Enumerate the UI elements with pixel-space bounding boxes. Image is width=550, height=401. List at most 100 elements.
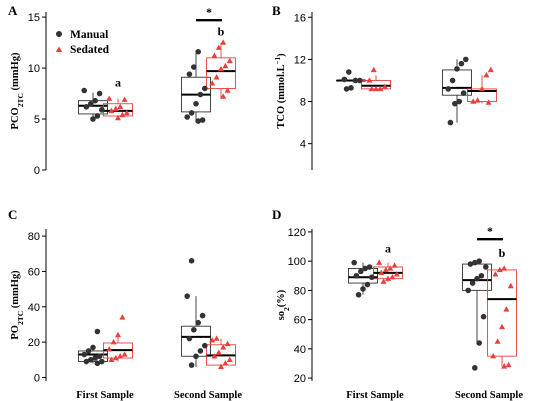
data-point-sedated [470, 98, 477, 104]
data-point-sedated [378, 269, 385, 276]
data-point-sedated [381, 83, 388, 89]
data-point-sedated [224, 340, 231, 347]
data-point-sedated [112, 354, 119, 361]
data-point-sedated [213, 335, 220, 341]
y-axis-label-sub: 2TC [16, 93, 25, 107]
data-point-manual [472, 259, 478, 266]
data-point-manual [88, 356, 94, 363]
data-point-manual [346, 69, 352, 75]
data-point-manual [452, 100, 458, 107]
data-point-manual [81, 87, 87, 94]
data-point-sedated [387, 265, 394, 271]
data-point-manual [476, 340, 483, 346]
data-point-sedated [373, 85, 379, 92]
data-point-manual [99, 107, 105, 113]
y-axis-label: PO2TC (mmHg) [10, 270, 25, 340]
data-point-manual [445, 86, 452, 92]
data-point-sedated [213, 74, 220, 80]
data-point-sedated [376, 259, 383, 265]
panel-letter: A [8, 3, 18, 18]
significance-letter: a [115, 75, 121, 89]
data-point-manual [83, 104, 90, 110]
data-point-manual [184, 293, 190, 299]
data-point-sedated [115, 114, 121, 121]
data-point-manual [358, 268, 364, 275]
y-tick-label: 80 [294, 285, 306, 297]
significance-letter: b [499, 246, 506, 260]
data-point-sedated [112, 105, 119, 112]
data-point-sedated [218, 65, 224, 72]
data-point-sedated [110, 338, 117, 345]
data-point-manual [355, 291, 362, 298]
data-point-sedated [505, 361, 512, 368]
data-point-manual [195, 48, 201, 55]
legend-label-sedated: Sedated [70, 44, 110, 56]
data-point-manual [343, 86, 350, 92]
data-point-sedated [211, 353, 218, 359]
y-tick-label: 8 [300, 97, 306, 109]
legend-marker-sedated [55, 46, 63, 52]
data-point-manual [184, 114, 190, 120]
data-point-sedated [106, 345, 113, 352]
data-point-manual [94, 360, 101, 367]
data-point-sedated [501, 363, 508, 369]
y-axis-label-rest: (mmHg) [10, 52, 21, 93]
panel-C: C 0 20 40 60 80 PO2TC (mmHg) First Sample Second… [8, 207, 242, 401]
data-point-sedated [494, 338, 501, 344]
data-point-manual [188, 110, 195, 116]
data-point-sedated [108, 107, 115, 114]
data-point-manual [456, 98, 463, 105]
data-point-manual [83, 358, 90, 365]
y-axis-label-main: PCO [10, 107, 21, 129]
panel-D: D 20 40 60 80 100 120 so2(%) a b * First Sample Seco… [272, 207, 523, 401]
data-point-sedated [222, 360, 229, 366]
y-tick-label: 15 [28, 12, 40, 24]
data-point-manual [460, 90, 467, 96]
data-point-manual [476, 258, 483, 264]
y-tick-label: 0 [34, 372, 40, 384]
data-point-manual [99, 358, 105, 365]
legend-marker-manual [56, 31, 62, 37]
data-point-manual [94, 328, 101, 335]
data-point-manual [195, 118, 201, 124]
y-axis-label-sub: 2 [282, 307, 291, 311]
data-point-sedated [211, 52, 218, 59]
data-point-manual [199, 117, 206, 123]
data-point-manual [447, 119, 454, 126]
y-axis-label-main: TCO (mmol.L [276, 64, 287, 128]
data-point-manual [90, 344, 96, 351]
data-point-sedated [393, 271, 400, 277]
legend: Manual Sedated [55, 29, 110, 56]
y-tick-label: 4 [300, 139, 306, 151]
data-point-manual [348, 85, 354, 91]
panel-letter: D [272, 207, 281, 222]
data-point-manual [186, 335, 193, 342]
data-point-sedated [215, 44, 222, 50]
x-category-label: First Sample [76, 390, 134, 401]
data-point-sedated [487, 66, 494, 73]
y-axis-label: so2(%) [276, 289, 291, 320]
box-rect [206, 57, 236, 89]
data-point-sedated [366, 77, 373, 83]
data-point-manual [92, 355, 98, 361]
data-point-manual [478, 272, 485, 279]
panel-letter: B [272, 3, 281, 18]
data-point-manual [469, 280, 476, 286]
panel-B: B 4 8 12 16 TCO (mmol.L−1) [272, 3, 497, 170]
data-point-manual [351, 259, 358, 266]
data-point-sedated [391, 262, 398, 268]
data-point-sedated [108, 356, 115, 362]
data-point-manual [353, 272, 360, 279]
data-point-manual [193, 353, 199, 360]
data-point-sedated [119, 111, 126, 118]
data-point-sedated [368, 85, 375, 92]
y-axis-label-rest: (%) [276, 289, 287, 307]
data-point-sedated [501, 265, 508, 271]
data-point-sedated [226, 57, 233, 64]
y-axis-label-main: so [276, 311, 287, 320]
data-point-sedated [370, 66, 377, 73]
y-axis-label-main: PO [10, 325, 21, 340]
significance-star: * [487, 224, 493, 238]
y-axis-label-sub: 2TC [16, 311, 25, 325]
data-point-sedated [503, 306, 510, 312]
